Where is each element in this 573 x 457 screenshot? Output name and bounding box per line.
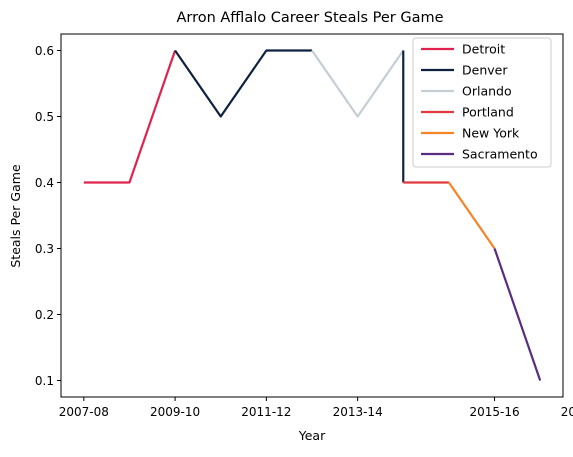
y-tick-label: 0.3 — [35, 242, 54, 256]
series-line-new-york-5 — [448, 181, 496, 250]
y-tick-label: 0.1 — [35, 374, 54, 388]
series-line-sacramento-6 — [493, 248, 542, 381]
series-line-denver-1 — [174, 49, 312, 118]
legend-items: Detroit Denver Orlando Portland New York Sacr… — [421, 42, 538, 162]
series-layer — [83, 49, 542, 381]
y-tick-label: 0.6 — [35, 44, 54, 58]
y-axis-label: Steals Per Game — [8, 164, 23, 268]
x-axis-ticks: 2007-08 2009-10 2011-12 2013-14 2015-16 2017-… — [59, 397, 573, 419]
legend-label-sacramento: Sacramento — [462, 147, 538, 162]
legend-label-new-york: New York — [462, 126, 520, 141]
legend-label-detroit: Detroit — [462, 42, 505, 57]
y-axis-ticks: 0.1 0.2 0.3 0.4 0.5 0.6 — [35, 44, 61, 388]
legend-label-orlando: Orlando — [462, 84, 512, 99]
legend-label-denver: Denver — [462, 63, 508, 78]
plot-area-frame — [60, 33, 564, 398]
x-axis-label: Year — [298, 428, 326, 443]
x-tick-label: 2017-18 — [561, 405, 573, 419]
legend: Detroit Denver Orlando Portland New York Sacr… — [412, 37, 552, 168]
y-tick-label: 0.4 — [35, 176, 54, 190]
y-tick-label: 0.5 — [35, 110, 54, 124]
series-line-detroit-0 — [83, 50, 177, 184]
x-tick-label: 2011-12 — [241, 405, 291, 419]
x-tick-label: 2015-16 — [469, 405, 519, 419]
series-line-orlando-2 — [311, 49, 405, 118]
chart-title: Arron Afflalo Career Steals Per Game — [176, 10, 443, 26]
y-tick-label: 0.2 — [35, 308, 54, 322]
x-tick-label: 2009-10 — [150, 405, 200, 419]
x-tick-label: 2013-14 — [333, 405, 383, 419]
x-tick-label: 2007-08 — [59, 405, 109, 419]
legend-label-portland: Portland — [462, 105, 514, 120]
